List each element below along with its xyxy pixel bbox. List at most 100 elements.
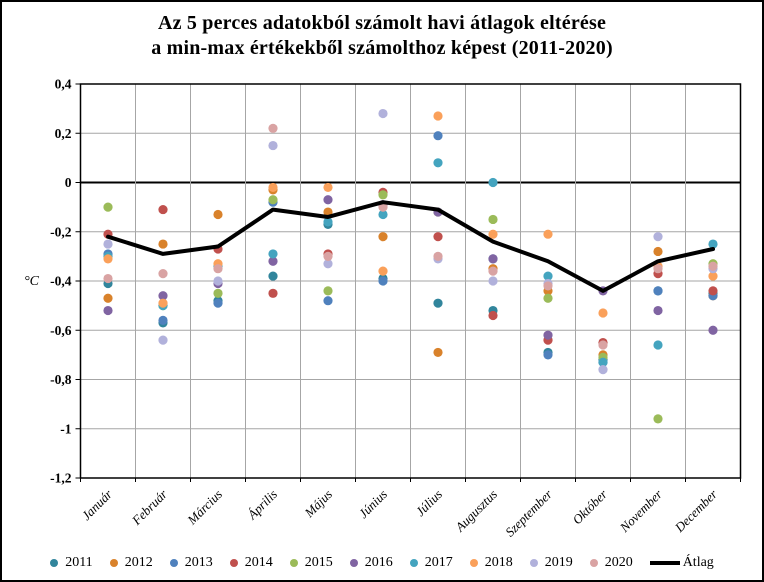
chart-title-line2: a min-max értékekből számolthoz képest (… (151, 37, 613, 59)
legend-label-2012: 2012 (124, 555, 153, 570)
data-point-2013 (378, 276, 388, 286)
legend-marker-2012 (109, 559, 118, 567)
legend-label-Átlag: Átlag (682, 555, 714, 570)
data-point-2012 (213, 209, 223, 220)
legend-marker-2016 (349, 559, 358, 567)
legend-marker-2015 (289, 559, 298, 567)
data-point-2020 (598, 340, 608, 350)
data-point-2019 (378, 108, 388, 119)
data-point-2016 (708, 325, 718, 335)
chart-title-line1: Az 5 perces adatokból számolt havi átlag… (157, 12, 607, 34)
legend-marker-2019 (529, 559, 538, 567)
data-point-2019 (488, 276, 498, 286)
y-tick-label: -0,2 (50, 224, 72, 239)
y-tick-label: -0,8 (50, 372, 72, 387)
legend-label-2011: 2011 (65, 555, 93, 570)
x-category-label: November (616, 486, 666, 536)
legend-item-2014: 2014 (229, 555, 273, 571)
data-point-2013 (543, 350, 553, 360)
data-point-2019 (323, 259, 333, 269)
y-tick-label: -0,4 (50, 274, 72, 289)
gridlines (80, 83, 741, 479)
x-category-label: Szeptember (502, 486, 556, 540)
data-point-2020 (323, 251, 333, 261)
data-point-2017 (653, 340, 663, 350)
data-point-2016 (103, 305, 113, 316)
y-axis-tick-labels: 0,4 0,2 0 -0,2 -0,4 -0,6 -0,8 -1 -1,2 (50, 77, 72, 486)
y-tick-label: 0,4 (55, 77, 72, 92)
data-point-2018 (103, 254, 113, 264)
data-point-2014 (433, 232, 443, 242)
y-tick-label: -0,6 (50, 323, 72, 338)
data-point-2020 (213, 264, 223, 274)
data-point-2017 (323, 217, 333, 227)
data-point-2017 (378, 209, 388, 220)
data-point-2012 (433, 347, 443, 358)
data-point-2015 (653, 414, 663, 424)
data-point-2017 (543, 271, 553, 281)
data-point-2013 (213, 298, 223, 308)
data-point-2020 (653, 264, 663, 274)
x-category-label: Április (244, 487, 280, 523)
x-category-label: Május (301, 487, 335, 521)
data-point-2019 (158, 335, 168, 345)
x-category-label: Február (128, 486, 171, 529)
data-point-2011 (433, 298, 443, 308)
data-point-2017 (708, 239, 718, 249)
data-point-2018 (433, 111, 443, 121)
x-category-label: Március (184, 487, 226, 529)
data-point-2019 (268, 140, 278, 151)
data-point-2017 (598, 357, 608, 367)
legend-line-swatch-Átlag (649, 561, 680, 565)
y-tick-label: -1 (60, 421, 71, 436)
legend-label-2015: 2015 (304, 555, 333, 570)
data-points (103, 108, 718, 424)
data-point-2012 (653, 246, 663, 257)
data-point-2015 (543, 293, 553, 303)
legend-marker-2014 (229, 559, 238, 567)
y-axis-unit-label: °C (24, 274, 40, 289)
data-point-2018 (158, 298, 168, 308)
legend-item-2018: 2018 (469, 555, 513, 571)
legend-item-2012: 2012 (109, 555, 153, 571)
data-point-2014 (158, 204, 168, 215)
data-point-2018 (323, 182, 333, 193)
data-point-2019 (213, 276, 223, 286)
legend-label-2019: 2019 (544, 555, 573, 570)
x-category-label: Január (78, 486, 115, 523)
data-point-2012 (103, 293, 113, 303)
data-point-2015 (268, 195, 278, 205)
axes (75, 83, 742, 482)
x-category-label: Július (413, 487, 446, 520)
legend-item-Átlag: Átlag (649, 555, 714, 571)
data-point-2020 (433, 251, 443, 261)
data-point-2018 (378, 266, 388, 276)
legend-marker-2011 (50, 559, 59, 567)
legend-marker-2018 (469, 559, 478, 567)
data-point-2020 (158, 269, 168, 279)
data-point-2017 (268, 249, 278, 259)
y-tick-label: 0 (65, 175, 72, 190)
data-point-2016 (653, 305, 663, 316)
data-point-2011 (268, 271, 278, 281)
data-point-2019 (598, 365, 608, 375)
data-point-2020 (103, 273, 113, 284)
data-point-2016 (268, 256, 278, 266)
data-point-2018 (268, 182, 278, 193)
legend-label-2013: 2013 (184, 555, 213, 570)
legend-item-2015: 2015 (289, 555, 333, 571)
legend-item-2020: 2020 (589, 555, 633, 571)
legend-item-2017: 2017 (409, 555, 453, 571)
x-category-label: Június (356, 487, 391, 522)
x-category-label: Augusztus (452, 487, 501, 536)
data-point-2015 (323, 286, 333, 296)
plot-border (79, 83, 742, 479)
data-point-2015 (213, 288, 223, 298)
y-tick-label: 0,2 (55, 126, 72, 141)
data-point-2018 (598, 308, 608, 318)
legend-label-2014: 2014 (244, 555, 273, 570)
data-point-2015 (378, 190, 388, 200)
y-tick-label: -1,2 (50, 471, 72, 486)
